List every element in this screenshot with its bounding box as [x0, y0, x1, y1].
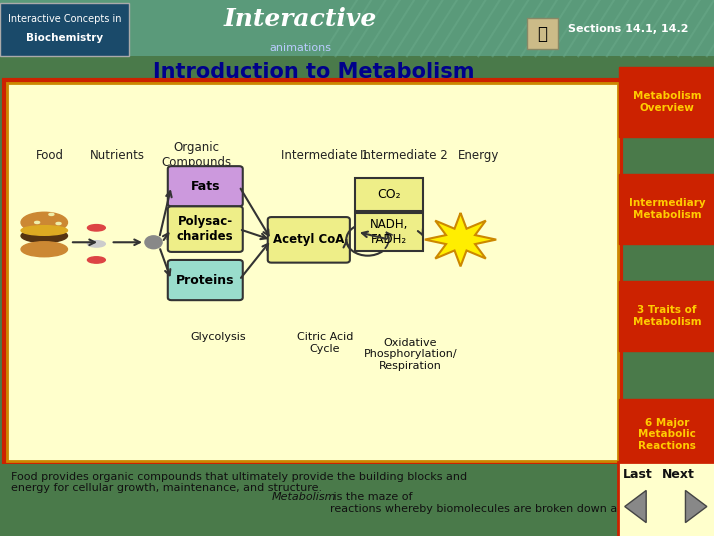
Text: Metabolism: Metabolism — [271, 492, 336, 502]
FancyBboxPatch shape — [618, 462, 714, 536]
Ellipse shape — [21, 242, 67, 257]
FancyBboxPatch shape — [619, 174, 714, 244]
Ellipse shape — [88, 241, 106, 247]
Text: Intermediary
Metabolism: Intermediary Metabolism — [628, 198, 705, 220]
FancyBboxPatch shape — [168, 206, 243, 252]
Ellipse shape — [21, 212, 67, 233]
Text: Introduction to Metabolism: Introduction to Metabolism — [154, 62, 475, 83]
Text: CO₂: CO₂ — [377, 188, 401, 201]
Text: NADH,
FADH₂: NADH, FADH₂ — [370, 218, 408, 246]
Text: 📖: 📖 — [538, 25, 548, 43]
Text: Glycolysis: Glycolysis — [190, 332, 246, 343]
Text: Polysac-
charides: Polysac- charides — [177, 215, 233, 243]
Text: Metabolism
Overview: Metabolism Overview — [633, 91, 701, 113]
Circle shape — [145, 236, 162, 249]
FancyBboxPatch shape — [355, 178, 423, 211]
Text: Food: Food — [36, 149, 64, 162]
FancyBboxPatch shape — [619, 281, 714, 351]
FancyBboxPatch shape — [168, 166, 243, 206]
PathPatch shape — [425, 213, 496, 266]
Text: Sections 14.1, 14.2: Sections 14.1, 14.2 — [568, 25, 688, 34]
Polygon shape — [625, 490, 646, 523]
Text: 6 Major
Metabolic
Reactions: 6 Major Metabolic Reactions — [638, 418, 696, 451]
Text: Last: Last — [623, 468, 653, 481]
Text: animations: animations — [269, 43, 331, 53]
Ellipse shape — [21, 226, 67, 235]
FancyBboxPatch shape — [0, 464, 618, 536]
Ellipse shape — [49, 213, 54, 215]
Text: Biochemistry: Biochemistry — [26, 33, 103, 42]
Text: Next: Next — [662, 468, 695, 481]
Ellipse shape — [21, 229, 67, 242]
FancyBboxPatch shape — [355, 213, 423, 251]
Text: is the maze of
reactions whereby biomolecules are broken down and converted to u: is the maze of reactions whereby biomole… — [330, 492, 714, 513]
Text: Acetyl CoA: Acetyl CoA — [273, 233, 344, 247]
FancyBboxPatch shape — [268, 217, 350, 263]
FancyBboxPatch shape — [619, 67, 714, 137]
Text: Interactive: Interactive — [223, 7, 376, 31]
FancyBboxPatch shape — [619, 399, 714, 469]
Polygon shape — [685, 490, 707, 523]
Text: Oxidative
Phosphorylation/
Respiration: Oxidative Phosphorylation/ Respiration — [363, 338, 458, 371]
Text: Intermediate 2: Intermediate 2 — [360, 149, 447, 162]
FancyBboxPatch shape — [168, 260, 243, 300]
Ellipse shape — [88, 225, 106, 231]
Text: Energy: Energy — [458, 149, 499, 162]
FancyBboxPatch shape — [0, 0, 714, 56]
Text: Nutrients: Nutrients — [90, 149, 146, 162]
FancyBboxPatch shape — [0, 3, 129, 56]
FancyBboxPatch shape — [4, 80, 621, 464]
Ellipse shape — [88, 257, 106, 263]
Ellipse shape — [34, 221, 40, 224]
FancyBboxPatch shape — [7, 83, 618, 461]
Text: Food provides organic compounds that ultimately provide the building blocks and
: Food provides organic compounds that ult… — [11, 472, 467, 493]
Text: Intermediate 1: Intermediate 1 — [281, 149, 368, 162]
Text: Organic
Compounds: Organic Compounds — [161, 142, 231, 169]
Text: Proteins: Proteins — [176, 273, 234, 287]
Ellipse shape — [56, 222, 61, 225]
FancyBboxPatch shape — [527, 18, 558, 49]
Text: Interactive Concepts in: Interactive Concepts in — [8, 14, 121, 24]
Text: Fats: Fats — [191, 180, 220, 193]
Text: Citric Acid
Cycle: Citric Acid Cycle — [297, 332, 353, 354]
Text: 3 Traits of
Metabolism: 3 Traits of Metabolism — [633, 306, 701, 327]
